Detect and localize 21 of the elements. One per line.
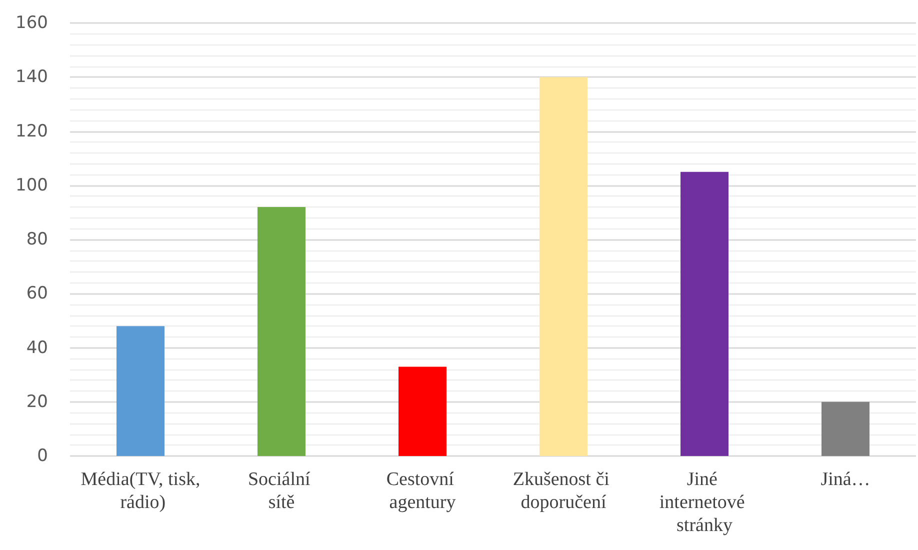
bar xyxy=(540,77,588,456)
x-tick-label: Zkušenost či doporučení xyxy=(512,469,614,513)
x-tick-label: Cestovní agentury xyxy=(386,469,459,513)
x-tick-label: Jiná… xyxy=(820,469,870,490)
bar xyxy=(680,172,728,456)
bar xyxy=(822,402,870,456)
bar xyxy=(258,207,306,456)
y-tick-label: 60 xyxy=(26,284,48,304)
x-tick-label: Média(TV, tisk, rádio) xyxy=(80,469,200,513)
y-tick-label: 100 xyxy=(16,175,48,196)
x-tick-label: Jiné internetové stránky xyxy=(659,469,750,536)
y-tick-label: 120 xyxy=(16,121,48,142)
bar xyxy=(398,366,446,456)
y-tick-label: 40 xyxy=(26,338,48,358)
y-tick-label: 20 xyxy=(26,392,48,412)
y-tick-label: 0 xyxy=(37,446,48,466)
x-tick-label: Sociální sítě xyxy=(248,469,316,513)
bar xyxy=(116,326,164,456)
y-tick-label: 80 xyxy=(26,230,48,250)
y-tick-label: 140 xyxy=(16,67,48,88)
y-tick-label: 160 xyxy=(16,13,48,33)
